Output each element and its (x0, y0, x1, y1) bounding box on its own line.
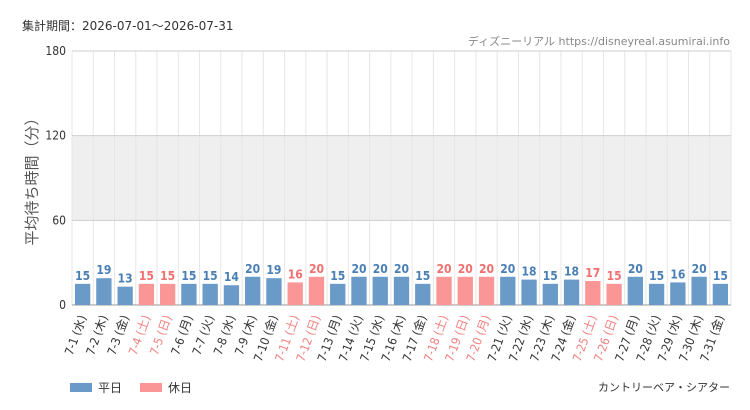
bar-value-label: 20 (437, 262, 452, 276)
bar-10 (266, 278, 282, 305)
legend-label-weekday: 平日 (98, 381, 123, 395)
bar-value-label: 20 (245, 262, 260, 276)
bar-value-label: 18 (522, 265, 537, 279)
bar-value-label: 20 (351, 262, 366, 276)
legend-item-weekday: 平日 (70, 379, 122, 396)
bar-value-label: 20 (458, 262, 473, 276)
source-credit: ディズニーリアル https://disneyreal.asumirai.inf… (467, 35, 730, 48)
bar-14 (351, 276, 367, 305)
bar-value-label: 15 (713, 269, 728, 283)
bar-11 (287, 282, 303, 305)
bar-value-label: 20 (500, 262, 515, 276)
bar-1 (74, 283, 91, 305)
chart-legend: 平日 休日 (70, 379, 192, 396)
bar-29 (670, 282, 686, 305)
bar-28 (648, 283, 665, 305)
bar-value-label: 15 (543, 269, 558, 283)
bar-value-label: 19 (96, 263, 111, 277)
y-axis-title: 平均待ち時間（分） (23, 110, 41, 245)
bar-value-label: 20 (309, 262, 324, 276)
bar-21 (500, 276, 516, 305)
bar-25 (585, 281, 601, 305)
bar-20 (478, 276, 495, 305)
bar-22 (521, 279, 537, 305)
bar-26 (606, 283, 622, 305)
y-tick-label: 180 (45, 44, 66, 58)
legend-item-holiday: 休日 (140, 379, 192, 396)
bar-7 (202, 283, 218, 305)
bar-6 (181, 283, 197, 305)
attraction-name: カントリーベア・シアター (598, 381, 730, 394)
bar-value-label: 19 (266, 263, 281, 277)
bar-16 (393, 276, 410, 305)
bar-8 (223, 285, 240, 305)
bar-value-label: 15 (649, 269, 664, 283)
bar-value-label: 15 (160, 269, 175, 283)
bar-value-label: 15 (181, 269, 196, 283)
bar-2 (96, 278, 112, 305)
y-tick-label: 120 (45, 129, 66, 143)
bar-15 (372, 276, 388, 305)
bar-18 (436, 276, 452, 305)
legend-label-holiday: 休日 (168, 381, 193, 395)
bar-value-label: 15 (75, 269, 90, 283)
bar-value-label: 20 (692, 262, 707, 276)
bar-4 (138, 283, 155, 305)
bar-value-label: 20 (628, 262, 643, 276)
bar-value-label: 20 (479, 262, 494, 276)
bar-value-label: 15 (607, 269, 622, 283)
bar-value-label: 18 (564, 265, 579, 279)
bar-13 (330, 283, 346, 305)
bar-value-label: 20 (394, 262, 409, 276)
chart-band-60-120 (72, 135, 731, 221)
bar-30 (691, 276, 707, 305)
bar-31 (712, 283, 729, 305)
y-tick-label: 0 (59, 298, 66, 312)
bar-value-label: 13 (118, 272, 133, 286)
bar-value-label: 16 (288, 267, 303, 281)
period-label: 集計期間：2026-07-01～2026-07-31 (22, 19, 234, 33)
legend-swatch-holiday (140, 383, 163, 392)
bar-value-label: 16 (670, 267, 685, 281)
bar-value-label: 14 (224, 270, 240, 284)
bar-value-label: 15 (203, 269, 218, 283)
bar-5 (160, 283, 176, 305)
bar-12 (308, 276, 325, 305)
bar-23 (542, 283, 558, 305)
bar-value-label: 15 (139, 269, 154, 283)
bar-value-label: 15 (415, 269, 430, 283)
bar-value-label: 17 (585, 266, 600, 280)
bar-24 (563, 279, 580, 305)
y-tick-label: 60 (52, 213, 66, 227)
bar-17 (415, 283, 431, 305)
bar-value-label: 15 (330, 269, 345, 283)
bar-27 (627, 276, 643, 305)
bar-3 (117, 286, 133, 305)
bar-value-label: 20 (373, 262, 388, 276)
bar-19 (457, 276, 473, 305)
bar-9 (245, 276, 261, 305)
legend-swatch-weekday (70, 383, 92, 392)
